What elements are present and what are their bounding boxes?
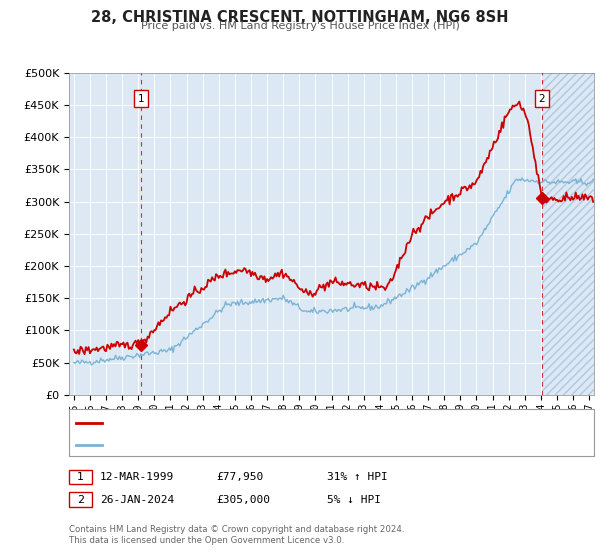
Text: 28, CHRISTINA CRESCENT, NOTTINGHAM, NG6 8SH: 28, CHRISTINA CRESCENT, NOTTINGHAM, NG6 … bbox=[91, 10, 509, 25]
Bar bbox=[542, 73, 594, 395]
Text: £77,950: £77,950 bbox=[216, 472, 263, 482]
Text: 31% ↑ HPI: 31% ↑ HPI bbox=[327, 472, 388, 482]
Text: 5% ↓ HPI: 5% ↓ HPI bbox=[327, 494, 381, 505]
Text: Contains HM Land Registry data © Crown copyright and database right 2024.
This d: Contains HM Land Registry data © Crown c… bbox=[69, 525, 404, 545]
Text: 1: 1 bbox=[77, 472, 84, 482]
Text: HPI: Average price, detached house, City of Nottingham: HPI: Average price, detached house, City… bbox=[106, 440, 398, 450]
Text: £305,000: £305,000 bbox=[216, 494, 270, 505]
Text: 26-JAN-2024: 26-JAN-2024 bbox=[100, 494, 175, 505]
Text: 2: 2 bbox=[539, 94, 545, 104]
Text: 1: 1 bbox=[138, 94, 145, 104]
Text: 12-MAR-1999: 12-MAR-1999 bbox=[100, 472, 175, 482]
Text: 28, CHRISTINA CRESCENT, NOTTINGHAM, NG6 8SH (detached house): 28, CHRISTINA CRESCENT, NOTTINGHAM, NG6 … bbox=[106, 418, 467, 428]
Text: Price paid vs. HM Land Registry's House Price Index (HPI): Price paid vs. HM Land Registry's House … bbox=[140, 21, 460, 31]
Text: 2: 2 bbox=[77, 494, 84, 505]
